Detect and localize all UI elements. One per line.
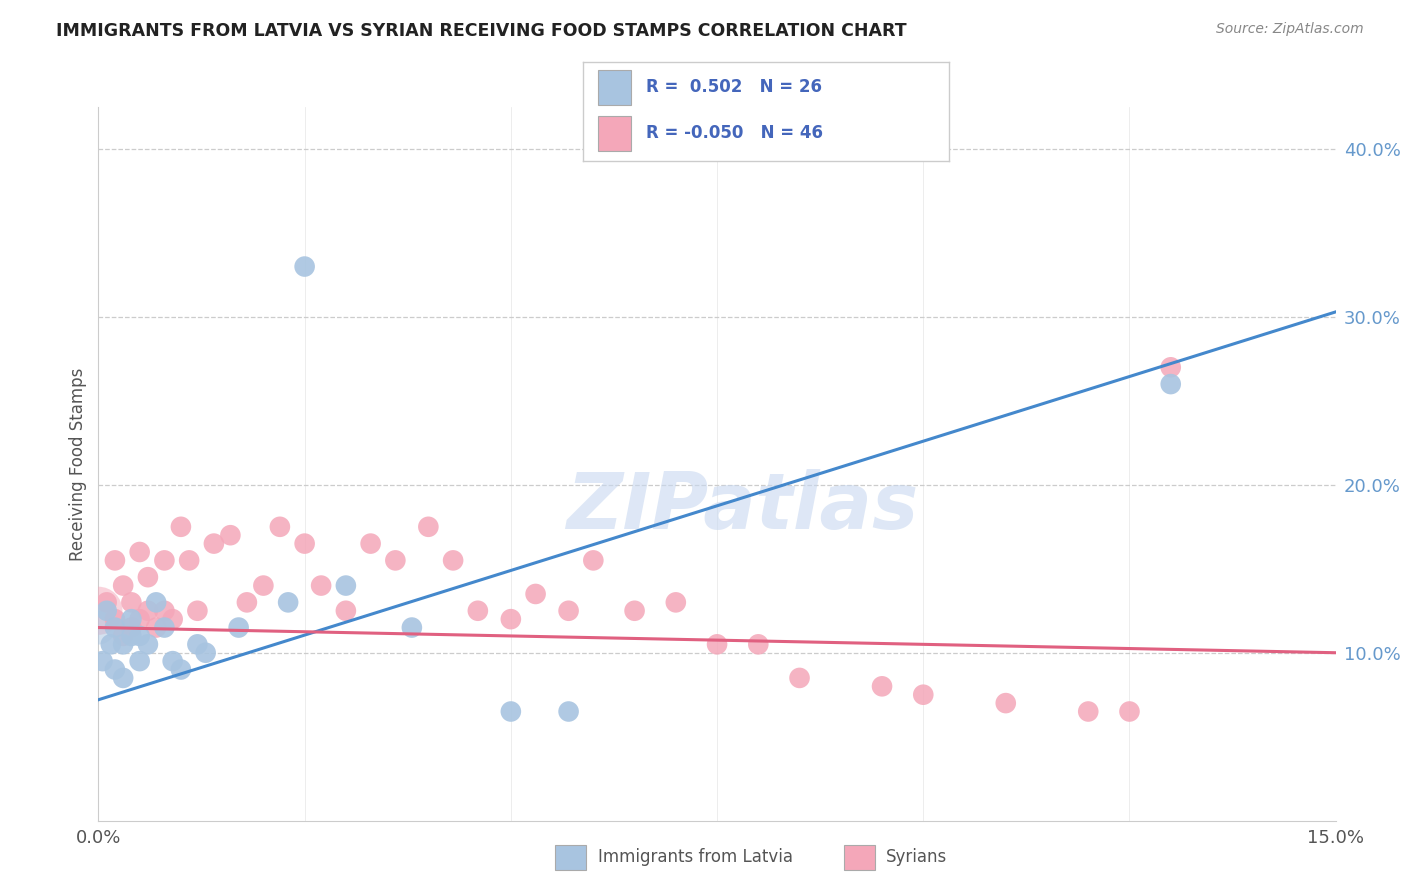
Point	[294, 536, 316, 550]
Point	[96, 604, 118, 618]
Text: R =  0.502   N = 26: R = 0.502 N = 26	[645, 78, 821, 96]
Point	[112, 671, 135, 685]
Point	[870, 679, 893, 693]
Point	[706, 637, 728, 651]
Point	[194, 646, 217, 660]
Point	[153, 604, 176, 618]
Text: Immigrants from Latvia: Immigrants from Latvia	[598, 848, 793, 866]
Point	[236, 595, 259, 609]
Point	[120, 595, 142, 609]
Text: ZIPatlas: ZIPatlas	[565, 468, 918, 545]
Point	[384, 553, 406, 567]
Point	[418, 520, 440, 534]
Point	[128, 612, 150, 626]
Point	[747, 637, 769, 651]
Point	[145, 595, 167, 609]
Point	[87, 604, 110, 618]
Point	[91, 654, 114, 668]
Point	[228, 621, 250, 635]
Point	[467, 604, 489, 618]
Point	[1118, 705, 1140, 719]
Point	[623, 604, 645, 618]
Point	[912, 688, 935, 702]
Point	[186, 604, 208, 618]
Point	[335, 604, 357, 618]
Point	[162, 654, 184, 668]
Point	[179, 553, 201, 567]
Text: Source: ZipAtlas.com: Source: ZipAtlas.com	[1216, 22, 1364, 37]
Point	[1160, 360, 1182, 375]
Point	[789, 671, 811, 685]
Point	[112, 629, 135, 643]
Point	[524, 587, 547, 601]
Point	[87, 621, 110, 635]
Text: Syrians: Syrians	[886, 848, 948, 866]
Point	[128, 545, 150, 559]
Point	[335, 578, 357, 592]
Point	[499, 612, 522, 626]
Point	[994, 696, 1017, 710]
Point	[120, 621, 142, 635]
Point	[104, 553, 127, 567]
Point	[128, 629, 150, 643]
Point	[202, 536, 225, 550]
Y-axis label: Receiving Food Stamps: Receiving Food Stamps	[69, 368, 87, 560]
Point	[219, 528, 242, 542]
Point	[128, 654, 150, 668]
Point	[582, 553, 605, 567]
Point	[441, 553, 464, 567]
Point	[252, 578, 274, 592]
Point	[557, 705, 579, 719]
Point	[96, 595, 118, 609]
Point	[153, 621, 176, 635]
Point	[112, 578, 135, 592]
Point	[153, 553, 176, 567]
Point	[120, 612, 142, 626]
Point	[170, 520, 193, 534]
Point	[145, 621, 167, 635]
FancyBboxPatch shape	[598, 117, 631, 151]
Point	[1077, 705, 1099, 719]
Point	[277, 595, 299, 609]
Point	[665, 595, 688, 609]
FancyBboxPatch shape	[598, 70, 631, 104]
Point	[100, 637, 122, 651]
Point	[360, 536, 382, 550]
Point	[294, 260, 316, 274]
Point	[401, 621, 423, 635]
Point	[136, 637, 159, 651]
Point	[557, 604, 579, 618]
Point	[104, 612, 127, 626]
Point	[170, 663, 193, 677]
Point	[112, 637, 135, 651]
Point	[120, 629, 142, 643]
Point	[104, 621, 127, 635]
Point	[136, 570, 159, 584]
Point	[269, 520, 291, 534]
Point	[309, 578, 332, 592]
Point	[162, 612, 184, 626]
Point	[1160, 377, 1182, 392]
Text: R = -0.050   N = 46: R = -0.050 N = 46	[645, 124, 823, 142]
Point	[499, 705, 522, 719]
Point	[186, 637, 208, 651]
Point	[104, 663, 127, 677]
Text: IMMIGRANTS FROM LATVIA VS SYRIAN RECEIVING FOOD STAMPS CORRELATION CHART: IMMIGRANTS FROM LATVIA VS SYRIAN RECEIVI…	[56, 22, 907, 40]
Point	[136, 604, 159, 618]
